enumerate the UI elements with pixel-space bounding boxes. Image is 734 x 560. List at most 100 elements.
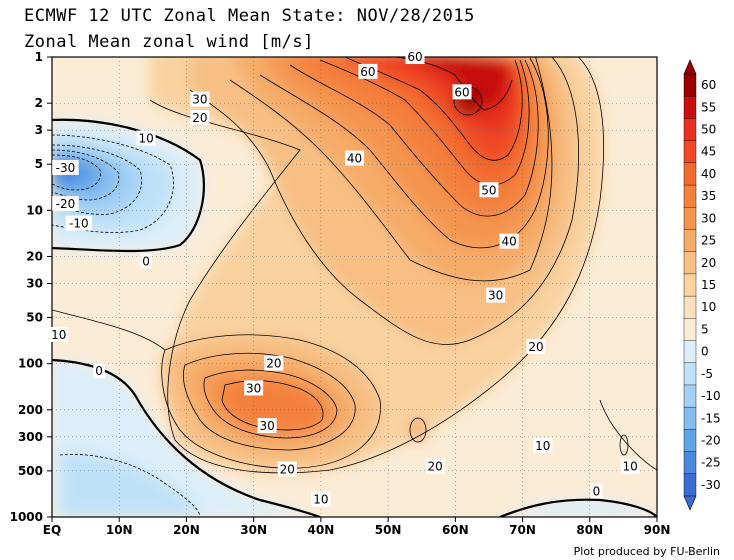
y-tick-label: 1000: [10, 510, 43, 524]
contour-label-bg: [358, 63, 378, 79]
colorbar-label: -5: [701, 367, 713, 381]
y-axis: 1 2 3 5 10 20 30 50 100 200 300 500 1000: [10, 50, 52, 524]
contour-label: 0: [142, 254, 150, 268]
colorbar-swatch: [683, 207, 697, 231]
contour-label: 10: [535, 439, 550, 453]
contour-label: 30: [246, 381, 261, 395]
colorbar-swatch: [683, 295, 697, 320]
y-tick-label: 500: [18, 464, 43, 478]
colorbar-swatch: [683, 273, 697, 297]
colorbar-swatch: [683, 451, 697, 475]
colorbar-swatch: [683, 162, 697, 186]
colorbar-label: -15: [701, 411, 721, 425]
colorbar-swatch: [683, 229, 697, 253]
contour-label-bg: [486, 287, 506, 303]
y-tick-label: 30: [26, 276, 43, 290]
x-tick-label: 90N: [644, 523, 671, 537]
colorbar-swatch: [683, 340, 697, 364]
contour-label: 30: [488, 289, 503, 303]
colorbar-swatch: [683, 140, 697, 164]
contour-label: 20: [528, 340, 543, 354]
y-tick-label: 300: [18, 430, 43, 444]
contour-label-bg: [52, 196, 79, 212]
contour-label-bg: [140, 253, 152, 269]
colorbar-label: 30: [701, 211, 716, 225]
contour-label: 0: [593, 484, 601, 498]
contour-label: 20: [428, 460, 443, 474]
colorbar-swatch: [683, 96, 697, 120]
contour-label-bg: [257, 418, 277, 434]
y-tick-label: 10: [26, 203, 43, 217]
grid: [52, 57, 657, 517]
x-tick-label: 70N: [509, 523, 536, 537]
contour-label-bg: [244, 380, 264, 396]
colorbar-swatch: [683, 118, 697, 142]
colorbar-label: -30: [701, 478, 721, 492]
x-tick-label: 20N: [173, 523, 200, 537]
chart-subtitle: Zonal Mean zonal wind [m/s]: [24, 32, 314, 52]
contour-label: 40: [501, 235, 516, 249]
colorbar-swatch: [683, 184, 697, 208]
contour-label-bg: [405, 49, 425, 64]
contour-label: 10: [138, 131, 153, 145]
contour-label-bg: [526, 339, 546, 355]
x-tick-label: 80N: [576, 523, 603, 537]
contour-label-bg: [345, 150, 364, 166]
contour-label: -20: [56, 197, 76, 211]
contour-label: 40: [347, 152, 362, 166]
colorbar-label: 50: [701, 123, 716, 137]
colorbar-swatch: [683, 362, 697, 386]
colorbar-label: -25: [701, 456, 721, 470]
contour-label: 10: [313, 493, 328, 507]
colorbar-label: 40: [701, 167, 716, 181]
chart-title: ECMWF 12 UTC Zonal Mean State: NOV/28/20…: [24, 6, 475, 26]
x-axis: EQ 10N 20N 30N 40N 50N 60N 70N 80N 90N: [43, 517, 671, 537]
x-tick-label: 50N: [375, 523, 402, 537]
x-tick-label: 30N: [240, 523, 267, 537]
x-tick-label: 10N: [106, 523, 133, 537]
contour-label: 20: [192, 111, 207, 125]
colorbar-swatch: [683, 251, 697, 275]
y-tick-label: 5: [35, 157, 43, 171]
contour-lines: [52, 57, 657, 517]
colorbar-arrow-top: [683, 59, 697, 75]
contour-label-bg: [311, 491, 331, 507]
y-tick-label: 2: [35, 96, 43, 110]
contour-label-bg: [499, 233, 519, 249]
contour-label-bg: [136, 130, 156, 146]
contour-label: 10: [51, 328, 66, 342]
credit-text: Plot produced by FU-Berlin: [573, 545, 720, 558]
colorbar-swatch: [683, 73, 697, 97]
colorbar-label: 15: [701, 278, 716, 292]
colorbar-label: 60: [701, 78, 716, 92]
y-tick-label: 50: [26, 311, 43, 325]
colorbar-arrow-bottom: [683, 495, 697, 511]
contour-label: 60: [360, 65, 375, 79]
y-tick-label: 20: [26, 249, 43, 263]
colorbar-label: 25: [701, 234, 716, 248]
contour-label-bg: [264, 355, 284, 371]
x-tick-label: 60N: [442, 523, 469, 537]
colorbar-label: 20: [701, 256, 716, 270]
colorbar-label: 5: [701, 322, 709, 336]
colorbar-label: 35: [701, 189, 716, 203]
contour-label: 60: [407, 50, 422, 64]
colorbar: 605550454035302520151050-5-10-15-20-25-3…: [683, 59, 721, 511]
contour-label-bg: [590, 483, 603, 499]
contour-label: 60: [454, 85, 469, 99]
contour-label: 0: [95, 364, 103, 378]
y-tick-label: 3: [35, 123, 43, 137]
colorbar-swatch: [683, 318, 697, 342]
contour-label-bg: [52, 160, 79, 176]
filled-field: [52, 57, 657, 517]
colorbar-swatch: [683, 429, 697, 453]
contour-label-bg: [190, 110, 210, 126]
y-tick-label: 100: [18, 357, 43, 371]
zero-contours: [52, 118, 657, 517]
colorbar-swatch: [683, 473, 697, 497]
contour-label: 30: [259, 419, 274, 433]
x-tick-label: EQ: [43, 523, 61, 537]
contour-label-bg: [49, 326, 69, 342]
contour-labels: 60 60 60 30 20 10 40 50 40 30 20 -30 -20 -10 0 10 0 20 30 3…: [49, 49, 640, 507]
